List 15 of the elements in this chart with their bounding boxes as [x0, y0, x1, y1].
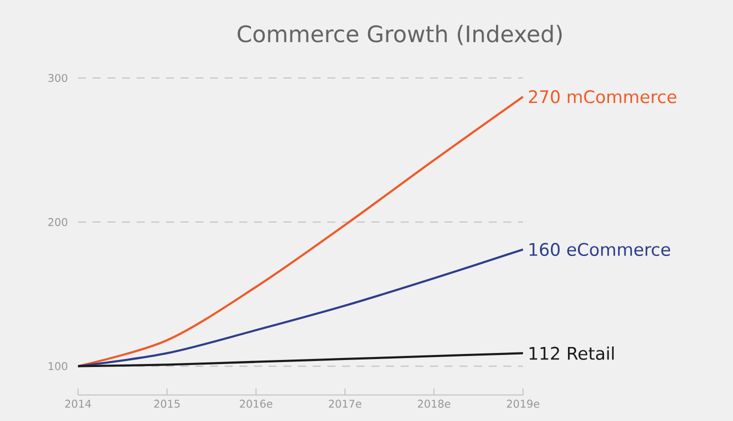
chart-title: Commerce Growth (Indexed) [238, 24, 562, 46]
x-tick-label: 2019e [506, 400, 540, 408]
line-series [76, 96, 524, 368]
y-tick-label: 200 [48, 218, 68, 226]
x-tick-label: 2014 [65, 400, 91, 408]
x-tick-label: 2015 [154, 400, 180, 408]
line-series [76, 352, 524, 368]
x-tick-label: 2016e [240, 400, 272, 408]
series-label: 112 Retail [530, 346, 614, 360]
x-tick-label: 2017e [328, 400, 362, 408]
y-tick-label: 300 [48, 74, 68, 82]
series-label: 160 eCommerce [530, 242, 670, 256]
series-label: 270 mCommerce [528, 90, 676, 104]
y-tick-label: 100 [48, 362, 68, 370]
x-tick-label: 2018e [418, 400, 450, 408]
